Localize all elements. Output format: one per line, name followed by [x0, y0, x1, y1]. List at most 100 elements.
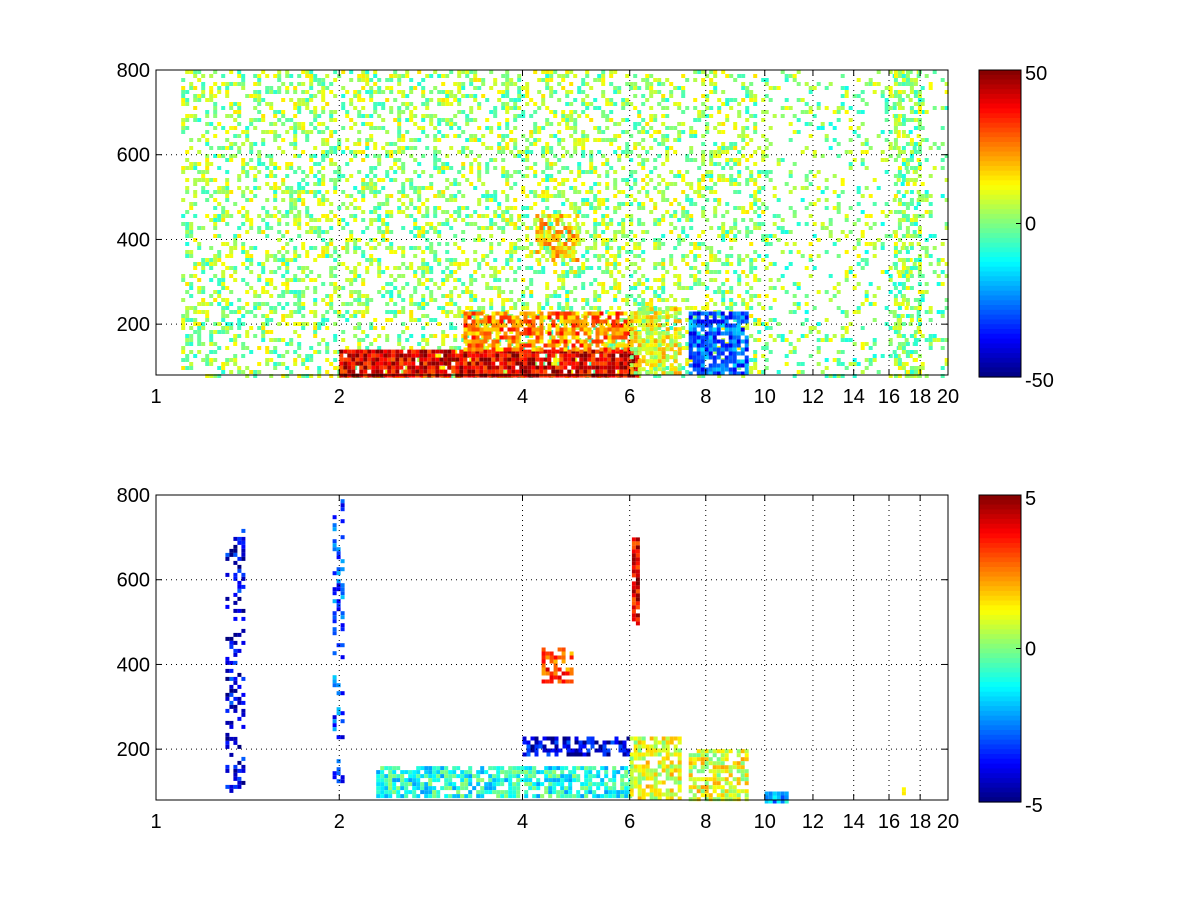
heatmap-cell — [245, 130, 250, 134]
heatmap-cell — [441, 334, 446, 338]
heatmap-cell — [389, 298, 394, 302]
heatmap-cell — [912, 334, 917, 338]
heatmap-cell — [453, 270, 458, 274]
heatmap-cell — [495, 349, 500, 354]
heatmap-cell — [269, 186, 274, 190]
heatmap-cell — [549, 146, 554, 150]
heatmap-cell — [393, 70, 398, 74]
heatmap-cell — [501, 266, 506, 270]
heatmap-cell — [321, 150, 326, 154]
heatmap-cell — [301, 290, 306, 294]
heatmap-cell — [401, 110, 406, 114]
heatmap-cell — [445, 178, 450, 182]
heatmap-cell — [824, 106, 829, 110]
heatmap-cell — [627, 349, 632, 354]
heatmap-cell — [369, 238, 374, 242]
heatmap-cell — [475, 365, 480, 370]
heatmap-cell — [423, 365, 428, 370]
heatmap-cell — [221, 242, 226, 246]
heatmap-cell — [385, 174, 390, 178]
heatmap-cell — [535, 357, 540, 362]
heatmap-cell — [637, 314, 642, 318]
heatmap-cell — [609, 74, 614, 78]
heatmap-cell — [241, 86, 246, 90]
heatmap-cell — [551, 353, 556, 358]
heatmap-cell — [333, 162, 338, 166]
heatmap-cell — [545, 354, 550, 358]
heatmap-cell — [225, 302, 230, 306]
heatmap-cell — [381, 234, 386, 238]
heatmap-cell — [896, 130, 901, 134]
heatmap-cell — [277, 258, 282, 262]
heatmap-cell — [605, 290, 610, 294]
heatmap-cell — [317, 370, 322, 374]
heatmap-cell — [701, 282, 706, 286]
heatmap-cell — [605, 186, 610, 190]
heatmap-cell — [513, 278, 518, 282]
heatmap-cell — [593, 106, 598, 110]
heatmap-cell — [273, 138, 278, 142]
heatmap-cells — [181, 70, 949, 378]
heatmap-cell — [351, 349, 356, 354]
heatmap-cell — [613, 150, 618, 154]
heatmap-cell — [545, 186, 550, 190]
heatmap-cell — [359, 353, 364, 358]
heatmap-cell — [944, 90, 949, 94]
heatmap-cell — [433, 334, 438, 338]
heatmap-cell — [689, 286, 694, 290]
heatmap-cell — [257, 98, 262, 102]
heatmap-cell — [916, 242, 921, 246]
heatmap-cell — [629, 174, 634, 178]
heatmap-cell — [505, 298, 510, 302]
heatmap-cell — [387, 353, 392, 358]
heatmap-cell — [417, 278, 422, 282]
heatmap-cell — [868, 78, 873, 82]
heatmap-cell — [621, 178, 626, 182]
heatmap-cell — [613, 254, 618, 258]
heatmap-cell — [633, 94, 638, 98]
heatmap-cell — [513, 102, 518, 106]
heatmap-cell — [533, 218, 538, 222]
heatmap-cell — [581, 102, 586, 106]
heatmap-cell — [185, 102, 190, 106]
heatmap-cell — [641, 298, 646, 302]
heatmap-cell — [445, 210, 450, 214]
heatmap-cell — [733, 238, 738, 242]
heatmap-cell — [609, 98, 614, 102]
heatmap-cell — [944, 358, 949, 362]
heatmap-cell — [721, 238, 726, 242]
heatmap-cell — [565, 290, 570, 294]
heatmap-cell — [389, 242, 394, 246]
heatmap-cell — [764, 174, 769, 178]
heatmap-cell — [385, 238, 390, 242]
heatmap-cell — [860, 210, 865, 214]
heatmap-cell — [836, 254, 841, 258]
heatmap-cell — [737, 346, 742, 350]
heatmap-cell — [257, 74, 262, 78]
heatmap-cell — [920, 290, 925, 294]
heatmap-cell — [425, 322, 430, 326]
heatmap-cell — [627, 361, 632, 366]
heatmap-cell — [737, 174, 742, 178]
heatmap-cell — [365, 302, 370, 306]
heatmap-cell — [341, 262, 346, 266]
heatmap-cell — [593, 306, 598, 310]
heatmap-cell — [737, 102, 742, 106]
heatmap-cell — [403, 361, 408, 366]
heatmap-cell — [269, 86, 274, 90]
heatmap-cell — [329, 242, 334, 246]
heatmap-cell — [653, 186, 658, 190]
heatmap-cell — [221, 278, 226, 282]
heatmap-cell — [577, 206, 582, 210]
heatmap-cell — [621, 226, 626, 230]
heatmap-cell — [585, 70, 590, 74]
heatmap-cell — [537, 242, 542, 246]
heatmap-cell — [273, 310, 278, 314]
heatmap-cell — [453, 218, 458, 222]
heatmap-cell — [433, 86, 438, 90]
heatmap-cell — [209, 330, 214, 334]
heatmap-cell — [517, 74, 522, 78]
heatmap-cell — [505, 118, 510, 122]
heatmap-cell — [189, 86, 194, 90]
heatmap-cell — [501, 230, 506, 234]
